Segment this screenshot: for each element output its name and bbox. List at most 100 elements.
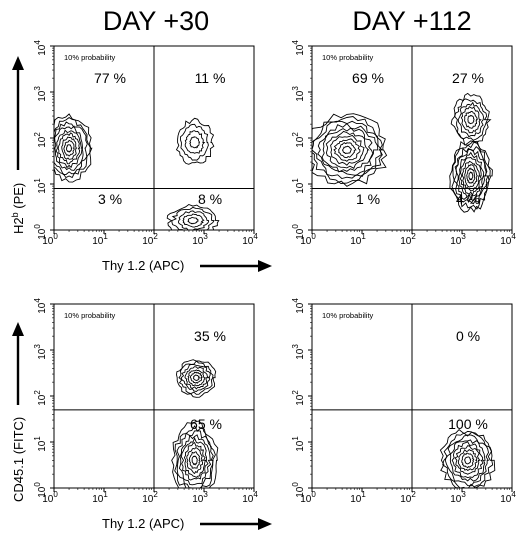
contour-line [317, 122, 379, 176]
row2-ylabel-text: CD45.1 (FITC) [11, 417, 26, 502]
x-tick-label: 102 [142, 490, 158, 505]
y-tick-label: 103 [33, 86, 48, 102]
x-tick-label: 102 [142, 232, 158, 247]
contour-line [54, 125, 84, 171]
contour-line [455, 148, 487, 204]
quadrant-percent-lower-left: 1 % [356, 191, 380, 207]
row2-xlabel-text: Thy 1.2 (APC) [102, 516, 184, 531]
quadrant-percent-upper-right: 35 % [194, 328, 226, 344]
contour-line [55, 129, 83, 169]
probability-annotation: 10% probability [64, 53, 116, 62]
contour-line [464, 456, 472, 465]
quadrant-percent-lower-left: 3 % [98, 191, 122, 207]
quadrant-percent-lower-right: 4 % [456, 191, 480, 207]
contour-group [312, 92, 493, 213]
x-tick-label: 100 [42, 232, 58, 247]
contour-line [174, 425, 216, 488]
contour-line [187, 217, 199, 225]
x-tick-label: 104 [500, 232, 516, 247]
row1-ylabel-arrowhead [12, 56, 24, 70]
y-tick-label: 100 [291, 482, 306, 498]
contour-group [54, 113, 220, 230]
contour-line [66, 144, 73, 153]
x-tick-label: 102 [400, 490, 416, 505]
contour-line [191, 455, 198, 466]
quadrant-percent-upper-left: 77 % [94, 70, 126, 86]
contour-line [189, 371, 203, 384]
x-tick-label: 100 [300, 490, 316, 505]
contour-line [312, 113, 388, 187]
x-tick-label: 103 [192, 490, 208, 505]
column-title-day-112: DAY +112 [352, 6, 471, 36]
y-tick-label: 103 [291, 344, 306, 360]
row2-ylabel: CD45.1 (FITC) [11, 322, 26, 502]
y-tick-label: 103 [291, 86, 306, 102]
contour-line [178, 434, 212, 486]
quadrant-percent-lower-right: 65 % [190, 416, 222, 432]
contour-line [464, 110, 479, 129]
contour-line [187, 369, 206, 387]
quadrant-percent-upper-right: 11 % [195, 70, 226, 86]
x-tick-label: 103 [450, 490, 466, 505]
column-title-day-30: DAY +30 [103, 6, 209, 36]
contour-line [333, 138, 361, 162]
y-tick-label: 104 [33, 40, 48, 56]
contour-line [54, 121, 88, 175]
contour-group [439, 428, 496, 488]
contour-line [54, 113, 93, 183]
contour-line [182, 213, 205, 228]
row1-ylabel: H2b (PE) [10, 56, 26, 234]
y-tick-label: 102 [291, 132, 306, 148]
x-tick-label: 104 [242, 490, 258, 505]
contour-line [321, 127, 374, 173]
y-tick-label: 100 [291, 224, 306, 240]
contour-line [460, 106, 482, 134]
row2-xlabel-arrowhead [258, 518, 272, 530]
contour-line [176, 359, 217, 398]
y-tick-label: 103 [33, 344, 48, 360]
x-tick-label: 104 [242, 232, 258, 247]
quadrant-percent-upper-left: 69 % [352, 70, 384, 86]
probability-annotation: 10% probability [322, 53, 374, 62]
contour-line [468, 171, 474, 181]
contour-line [184, 130, 206, 154]
contour-line [451, 141, 491, 210]
contour-line [457, 101, 484, 138]
contour-line [180, 363, 211, 392]
contour-line [459, 156, 482, 197]
contour-line [175, 117, 215, 165]
x-tick-label: 101 [350, 232, 366, 247]
y-tick-label: 104 [33, 298, 48, 314]
x-tick-label: 104 [500, 490, 516, 505]
y-tick-label: 101 [33, 436, 48, 452]
y-tick-label: 102 [33, 132, 48, 148]
row2-ylabel-arrowhead [12, 322, 24, 336]
y-tick-label: 104 [291, 40, 306, 56]
probability-annotation: 10% probability [322, 311, 374, 320]
contour-line [467, 114, 475, 125]
contour-line [464, 163, 479, 188]
contour-line [180, 437, 209, 481]
row2-xlabel: Thy 1.2 (APC) [102, 516, 272, 531]
contour-line [63, 139, 75, 157]
row1-ylabel-text: H2b (PE) [10, 183, 26, 234]
contour-line [176, 430, 214, 488]
contour-line [312, 120, 384, 179]
contour-line [171, 206, 215, 230]
x-tick-label: 100 [300, 232, 316, 247]
contour-line [453, 146, 489, 205]
contour-line [451, 441, 484, 479]
contour-line [337, 142, 357, 159]
quadrant-percent-lower-right: 8 % [198, 191, 222, 207]
contour-group [171, 359, 219, 488]
contour-line [188, 451, 201, 469]
y-tick-label: 100 [33, 224, 48, 240]
contour-line [57, 132, 81, 165]
quadrant-percent-lower-right: 100 % [448, 416, 488, 432]
contour-line [461, 452, 475, 469]
contour-line [184, 366, 209, 390]
quadrant-percent-upper-right: 27 % [452, 70, 484, 86]
